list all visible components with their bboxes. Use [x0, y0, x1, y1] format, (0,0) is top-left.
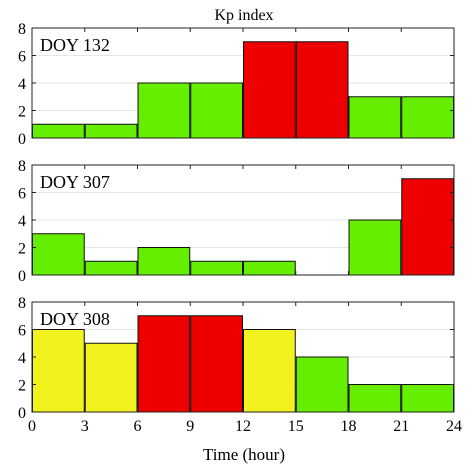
x-tick-label: 6: [134, 418, 142, 435]
bar-green: [348, 96, 402, 139]
x-tick-label: 15: [288, 418, 304, 435]
y-tick-label: 8: [18, 21, 26, 38]
y-tick-label: 2: [18, 241, 26, 258]
x-tick-label: 12: [235, 418, 251, 435]
panel-label: DOY 132: [40, 35, 110, 55]
panel-3: 0 2 4 6 8 DOY 308: [18, 295, 455, 422]
x-axis-label: Time (hour): [203, 445, 285, 464]
y-tick-label: 2: [18, 104, 26, 121]
panel-2: 0 2 4 6 8 DOY 307: [18, 158, 455, 285]
y-tick-label: 6: [18, 323, 26, 340]
y-tick-label: 4: [18, 350, 26, 367]
bar-green: [32, 123, 85, 139]
panel-1: 0 2 4 6 8 DOY 132: [18, 21, 455, 148]
bar-red: [295, 41, 349, 139]
y-tick-label: 8: [18, 158, 26, 175]
y-tick-label: 2: [18, 378, 26, 395]
bar-green: [348, 219, 402, 276]
x-tick-label: 0: [28, 418, 36, 435]
bar-green: [84, 123, 138, 139]
bar-yellow: [243, 329, 296, 413]
bar-green: [137, 82, 191, 139]
x-tick-label: 24: [446, 418, 462, 435]
x-tick-label: 21: [393, 418, 409, 435]
y-tick-label: 8: [18, 295, 26, 312]
bar-green: [84, 260, 138, 276]
bar-yellow: [32, 329, 85, 413]
bar-green: [401, 384, 454, 413]
x-tick-label: 18: [341, 418, 357, 435]
bar-green: [348, 384, 402, 413]
bar-green: [137, 247, 191, 276]
bar-red: [190, 315, 243, 413]
y-tick-label: 6: [18, 186, 26, 203]
panel-label: DOY 308: [40, 309, 110, 329]
bar-red: [137, 315, 191, 413]
x-tick-label: 3: [81, 418, 89, 435]
y-tick-label: 0: [18, 268, 26, 285]
bar-yellow: [84, 342, 138, 413]
bar-green: [295, 356, 349, 413]
y-tick-label: 0: [18, 405, 26, 422]
bar-green: [243, 260, 296, 276]
y-tick-label: 0: [18, 131, 26, 148]
panels-group: 0 2 4 6 8 DOY 132 0 2 4 6 8 DOY 307 0 2 4 6 8 DOY 308: [18, 21, 455, 422]
y-tick-label: 4: [18, 76, 26, 93]
y-tick-label: 4: [18, 213, 26, 230]
bar-green: [190, 82, 243, 139]
x-axis: 0 3 6 9 12 15 18 21 24: [28, 418, 462, 435]
x-tick-label: 9: [186, 418, 194, 435]
chart-title: Kp index: [214, 7, 273, 24]
panel-label: DOY 307: [40, 172, 110, 192]
bar-red: [243, 41, 296, 139]
bar-green: [401, 96, 454, 139]
bar-green: [32, 233, 85, 276]
y-tick-label: 6: [18, 49, 26, 66]
bar-red: [401, 178, 454, 276]
bar-green: [190, 260, 243, 276]
